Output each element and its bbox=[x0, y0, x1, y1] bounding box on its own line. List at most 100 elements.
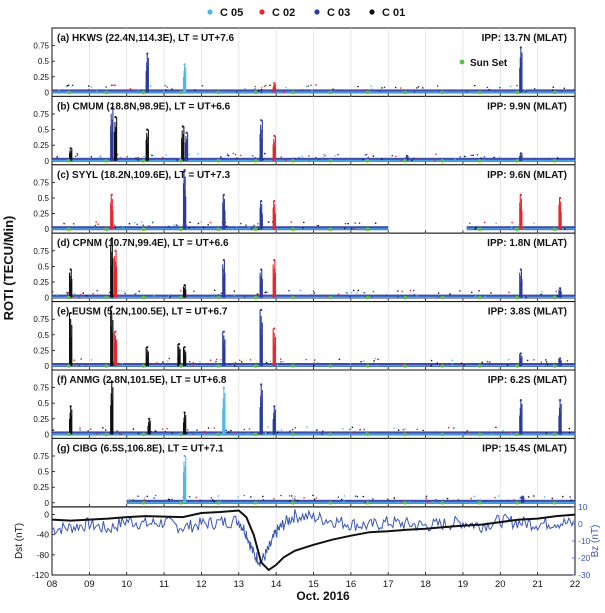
data-point bbox=[393, 427, 396, 429]
data-point bbox=[194, 89, 196, 91]
data-point bbox=[310, 84, 312, 87]
data-point bbox=[161, 156, 164, 159]
data-point bbox=[287, 88, 290, 91]
data-point bbox=[296, 499, 299, 502]
data-point bbox=[132, 498, 134, 501]
data-point bbox=[380, 158, 383, 160]
data-point bbox=[171, 88, 173, 90]
sunset-marker bbox=[552, 501, 557, 505]
sunset-marker bbox=[104, 432, 108, 437]
data-point bbox=[290, 495, 293, 497]
spike-peak bbox=[69, 311, 72, 315]
data-point bbox=[404, 428, 406, 430]
sunset-marker bbox=[515, 159, 519, 163]
data-point bbox=[397, 296, 399, 298]
data-point bbox=[363, 291, 366, 294]
sunset-marker bbox=[141, 227, 146, 231]
sunset-marker bbox=[515, 227, 519, 231]
spike-peak bbox=[273, 405, 276, 408]
bz-tick-label: -10 bbox=[578, 536, 591, 546]
data-point bbox=[527, 496, 530, 498]
data-point bbox=[427, 501, 429, 504]
data-point bbox=[409, 289, 412, 292]
spike-peak bbox=[181, 125, 184, 128]
data-point bbox=[415, 87, 418, 89]
bz-axis-label: Bz (nT) bbox=[590, 525, 601, 558]
sunset-marker bbox=[141, 501, 146, 505]
data-point bbox=[166, 86, 169, 88]
data-point bbox=[173, 224, 176, 226]
spike-peak bbox=[558, 287, 562, 290]
sunset-marker bbox=[141, 295, 146, 300]
data-point bbox=[421, 87, 424, 89]
dst-series bbox=[51, 509, 576, 572]
data-point bbox=[227, 154, 229, 157]
data-point bbox=[438, 90, 441, 93]
y-tick-label: 0 bbox=[45, 362, 50, 371]
sunset-marker bbox=[104, 364, 108, 368]
baseline-band-c05 bbox=[52, 159, 575, 162]
data-point bbox=[483, 221, 486, 224]
data-point bbox=[196, 364, 199, 367]
sunset-marker bbox=[291, 90, 295, 95]
data-point bbox=[257, 432, 260, 435]
data-point bbox=[425, 495, 428, 498]
x-tick-label: 20 bbox=[495, 579, 506, 590]
sunset-marker bbox=[365, 159, 370, 163]
data-point bbox=[474, 228, 476, 230]
data-point bbox=[148, 224, 150, 227]
data-point bbox=[280, 429, 283, 431]
data-point bbox=[188, 153, 190, 156]
data-point bbox=[264, 84, 267, 87]
data-point bbox=[466, 430, 468, 432]
data-point bbox=[497, 495, 500, 497]
data-point bbox=[280, 361, 282, 363]
data-point bbox=[306, 426, 308, 428]
data-point bbox=[234, 153, 237, 156]
y-tick-label: 0.5 bbox=[38, 126, 50, 135]
data-point bbox=[379, 90, 381, 93]
data-point bbox=[374, 357, 377, 360]
sunset-marker bbox=[477, 159, 482, 163]
data-point bbox=[407, 432, 410, 435]
spike-peak bbox=[519, 268, 522, 271]
data-point bbox=[343, 227, 346, 230]
data-point bbox=[541, 290, 544, 293]
data-point bbox=[161, 500, 163, 503]
data-point bbox=[128, 498, 131, 501]
spike-peak bbox=[260, 308, 263, 311]
data-point bbox=[389, 156, 391, 159]
data-point bbox=[220, 156, 222, 158]
data-point bbox=[502, 429, 504, 432]
data-point bbox=[188, 360, 191, 363]
data-point bbox=[244, 159, 247, 162]
data-point bbox=[552, 86, 555, 88]
data-point bbox=[227, 431, 230, 433]
data-point bbox=[105, 86, 107, 88]
roti-panels: 0 0.25 0.5 0.75 (a) HKWS (22.4N,114.3E), LT … bbox=[33, 27, 576, 508]
sunset-marker bbox=[365, 90, 370, 95]
data-point bbox=[388, 499, 390, 502]
data-point bbox=[261, 86, 263, 89]
panel-ipp: IPP: 1.8N (MLAT) bbox=[487, 238, 567, 249]
data-point bbox=[252, 155, 254, 157]
data-point bbox=[551, 497, 554, 500]
data-point bbox=[126, 155, 129, 158]
data-point bbox=[313, 292, 316, 294]
data-point bbox=[488, 88, 491, 91]
data-point bbox=[225, 225, 228, 227]
spike-peak bbox=[114, 249, 117, 252]
data-point bbox=[197, 222, 200, 225]
data-point bbox=[374, 222, 377, 224]
data-point bbox=[400, 87, 402, 89]
spike-peak bbox=[110, 237, 113, 240]
data-point bbox=[307, 85, 310, 87]
data-point bbox=[357, 289, 360, 292]
baseline-band-c05 bbox=[126, 501, 575, 504]
data-point bbox=[87, 85, 90, 87]
data-point bbox=[545, 432, 548, 434]
data-point bbox=[315, 84, 317, 86]
data-point bbox=[249, 359, 252, 361]
data-point bbox=[233, 290, 236, 292]
data-point bbox=[572, 88, 575, 91]
